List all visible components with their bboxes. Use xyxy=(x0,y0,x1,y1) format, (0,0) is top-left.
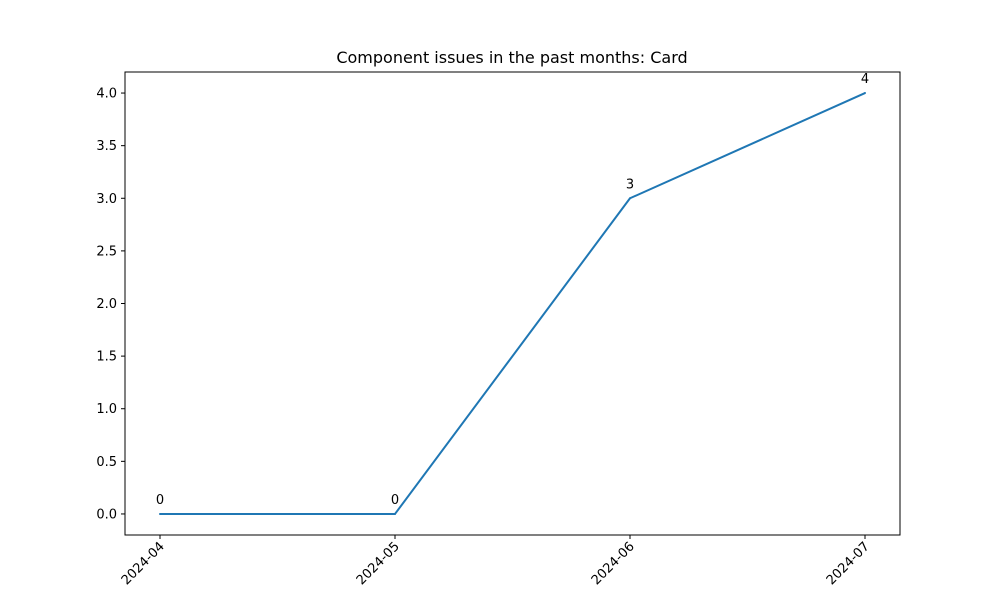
data-point xyxy=(159,512,161,515)
series-line xyxy=(160,92,866,515)
y-tick-label: 1.0 xyxy=(96,402,117,417)
data-point xyxy=(864,92,866,95)
y-tick-label: 2.5 xyxy=(96,244,117,259)
data-label: 0 xyxy=(391,493,399,508)
data-label: 0 xyxy=(156,493,164,508)
y-axis: 0.0 0.5 1.0 1.5 2.0 2.5 3.0 3.5 4.0 xyxy=(96,87,125,522)
data-label: 4 xyxy=(861,72,869,87)
y-tick-label: 3.5 xyxy=(96,139,117,154)
x-tick-label: 2024-07 xyxy=(824,539,873,588)
data-point xyxy=(629,197,631,200)
data-point xyxy=(394,512,396,515)
x-axis: 2024-04 2024-05 2024-06 2024-07 xyxy=(119,535,873,588)
y-tick-label: 4.0 xyxy=(96,87,117,102)
series-group xyxy=(159,92,866,515)
y-tick-label: 0.0 xyxy=(96,507,117,522)
chart-title: Component issues in the past months: Car… xyxy=(336,48,687,67)
y-tick-label: 3.0 xyxy=(96,192,117,207)
y-tick-label: 2.0 xyxy=(96,297,117,312)
y-tick-label: 1.5 xyxy=(96,350,117,365)
y-tick-label: 0.5 xyxy=(96,455,117,470)
x-tick-label: 2024-04 xyxy=(119,539,168,588)
x-tick-label: 2024-06 xyxy=(589,539,638,588)
data-label: 3 xyxy=(626,177,634,192)
x-tick-label: 2024-05 xyxy=(354,539,403,588)
plot-area-frame xyxy=(124,71,901,536)
data-labels: 0 0 3 4 xyxy=(156,72,869,508)
